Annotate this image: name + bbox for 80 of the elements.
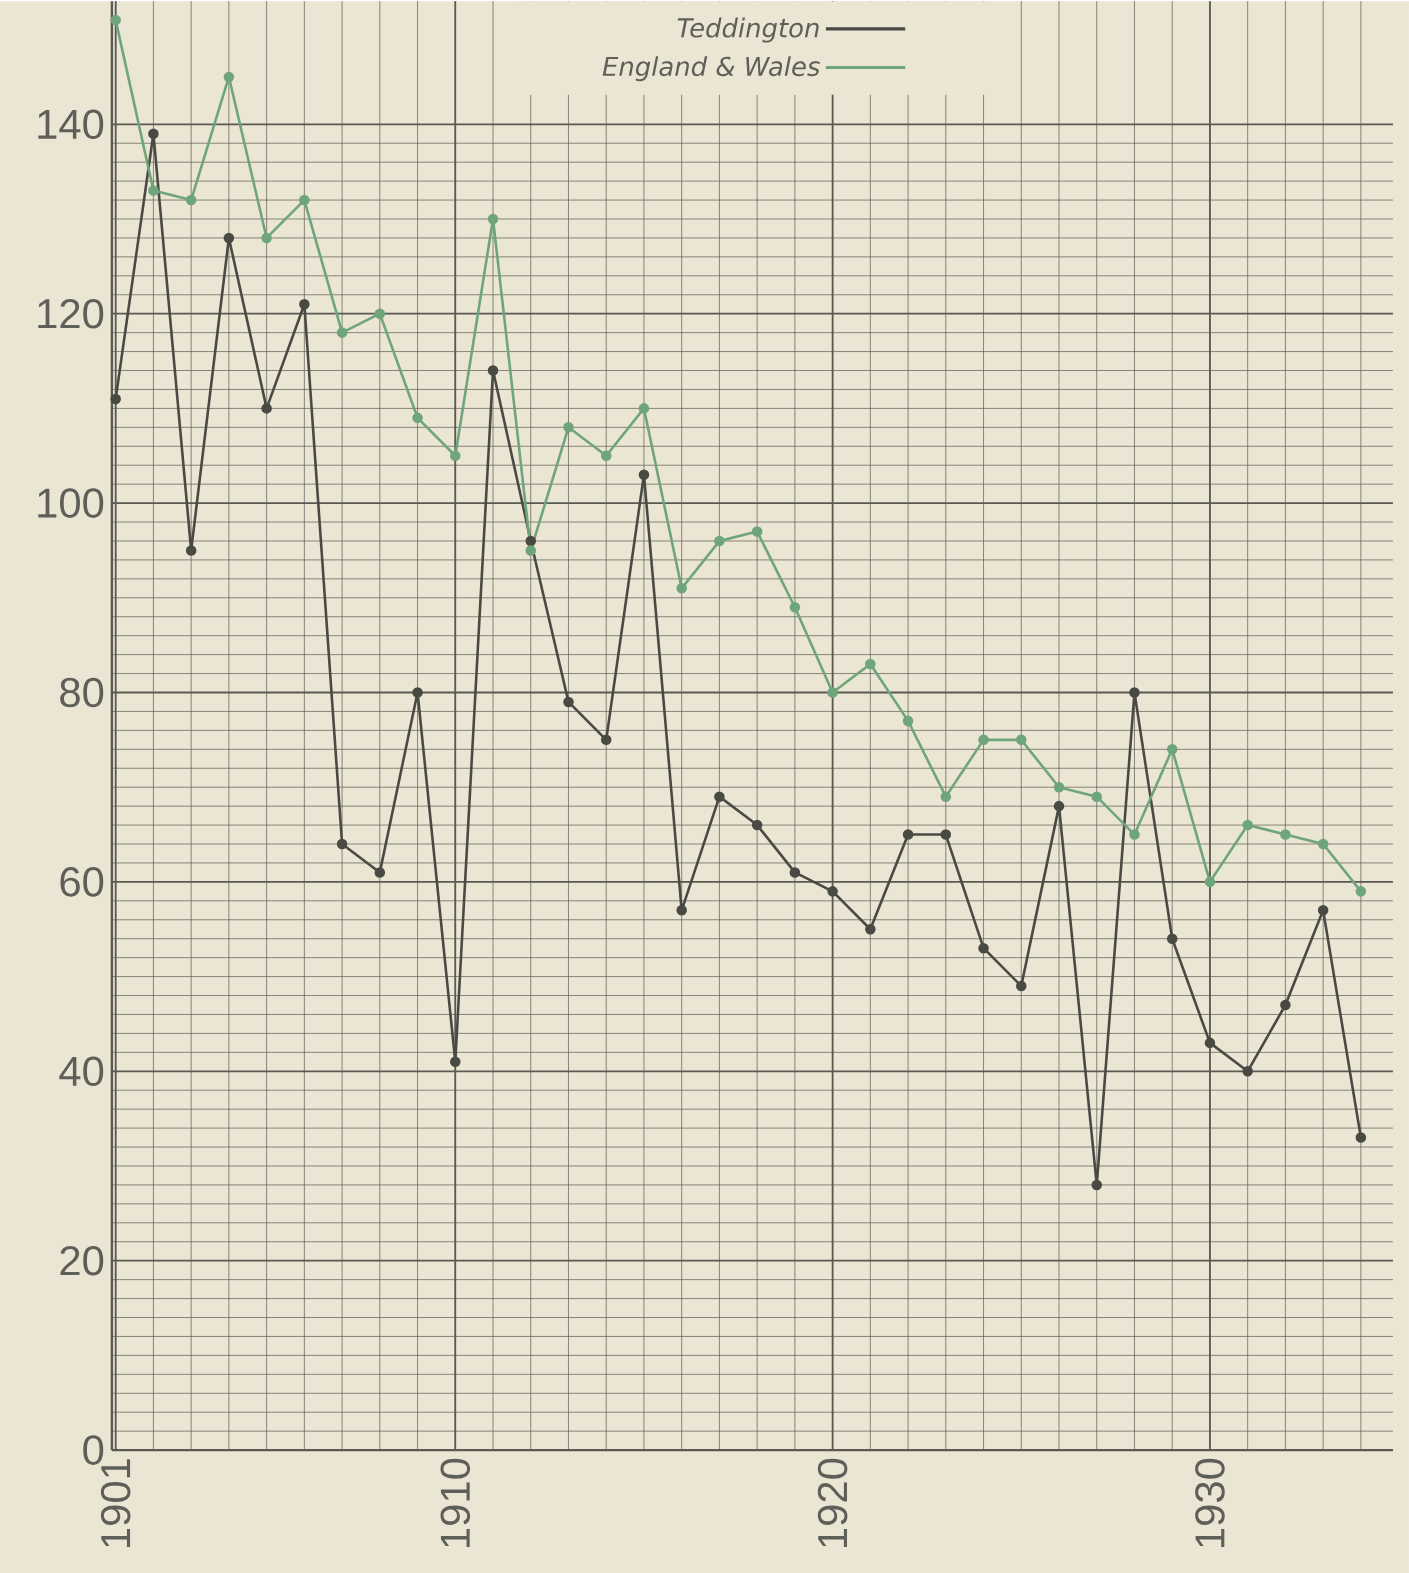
point xyxy=(487,213,499,225)
point xyxy=(223,71,235,83)
point xyxy=(185,545,197,556)
point xyxy=(525,535,537,547)
point xyxy=(299,298,310,310)
point xyxy=(638,469,650,480)
point xyxy=(600,734,612,746)
point xyxy=(865,923,876,935)
point xyxy=(374,308,386,319)
point xyxy=(148,185,159,196)
point xyxy=(676,583,688,594)
point xyxy=(940,829,952,840)
point xyxy=(299,194,310,206)
legend-label: England & Wales xyxy=(602,56,820,82)
point xyxy=(412,412,423,424)
point xyxy=(827,687,838,698)
point xyxy=(751,526,763,537)
point xyxy=(412,687,423,698)
point xyxy=(1317,838,1329,850)
point xyxy=(1016,980,1027,992)
point xyxy=(638,403,650,414)
point xyxy=(1016,734,1027,746)
point xyxy=(525,545,537,556)
point xyxy=(563,422,574,433)
point xyxy=(450,450,461,462)
point xyxy=(902,829,914,840)
point xyxy=(1355,1132,1367,1143)
point xyxy=(148,128,159,140)
point xyxy=(789,601,801,613)
point xyxy=(336,838,348,850)
point xyxy=(940,791,952,802)
point xyxy=(600,450,612,462)
point xyxy=(1166,933,1178,944)
point xyxy=(978,942,989,954)
point xyxy=(1091,1179,1103,1191)
point xyxy=(1166,744,1178,755)
point xyxy=(1129,687,1140,698)
point xyxy=(110,393,122,405)
point xyxy=(1129,829,1140,840)
point xyxy=(978,734,989,746)
point xyxy=(714,791,725,802)
x-tick-label: 1930 xyxy=(1195,1458,1225,1547)
point xyxy=(1242,1066,1253,1077)
point xyxy=(865,658,876,670)
y-tick-label: 100 xyxy=(38,488,104,518)
y-tick-label: 60 xyxy=(60,867,104,897)
point xyxy=(1053,781,1065,793)
point xyxy=(1280,829,1291,840)
point xyxy=(902,715,914,727)
point xyxy=(1355,886,1367,897)
point xyxy=(110,14,122,26)
point xyxy=(1091,791,1103,802)
point xyxy=(374,867,386,878)
point xyxy=(1204,876,1216,888)
point xyxy=(223,232,235,244)
x-tick-label: 1910 xyxy=(440,1458,471,1547)
x-tick-label: 1920 xyxy=(817,1458,848,1547)
y-tick-label: 140 xyxy=(38,109,104,140)
point xyxy=(1280,999,1291,1011)
point xyxy=(1317,905,1329,916)
point xyxy=(563,696,574,708)
legend-label: Teddington xyxy=(677,17,819,43)
point xyxy=(751,819,763,831)
point xyxy=(1204,1037,1216,1049)
point xyxy=(827,886,838,897)
point xyxy=(1242,819,1253,831)
point xyxy=(450,1056,461,1068)
point xyxy=(261,403,272,414)
y-tick-label: 80 xyxy=(60,677,104,708)
y-tick-label: 40 xyxy=(59,1056,104,1087)
point xyxy=(714,535,725,547)
y-tick-label: 120 xyxy=(38,298,104,329)
y-tick-label: 20 xyxy=(60,1245,104,1276)
point xyxy=(789,867,801,878)
point xyxy=(261,232,272,244)
point xyxy=(676,905,688,916)
point xyxy=(487,365,499,376)
point xyxy=(336,327,348,338)
point xyxy=(185,194,197,206)
point xyxy=(1053,800,1065,812)
